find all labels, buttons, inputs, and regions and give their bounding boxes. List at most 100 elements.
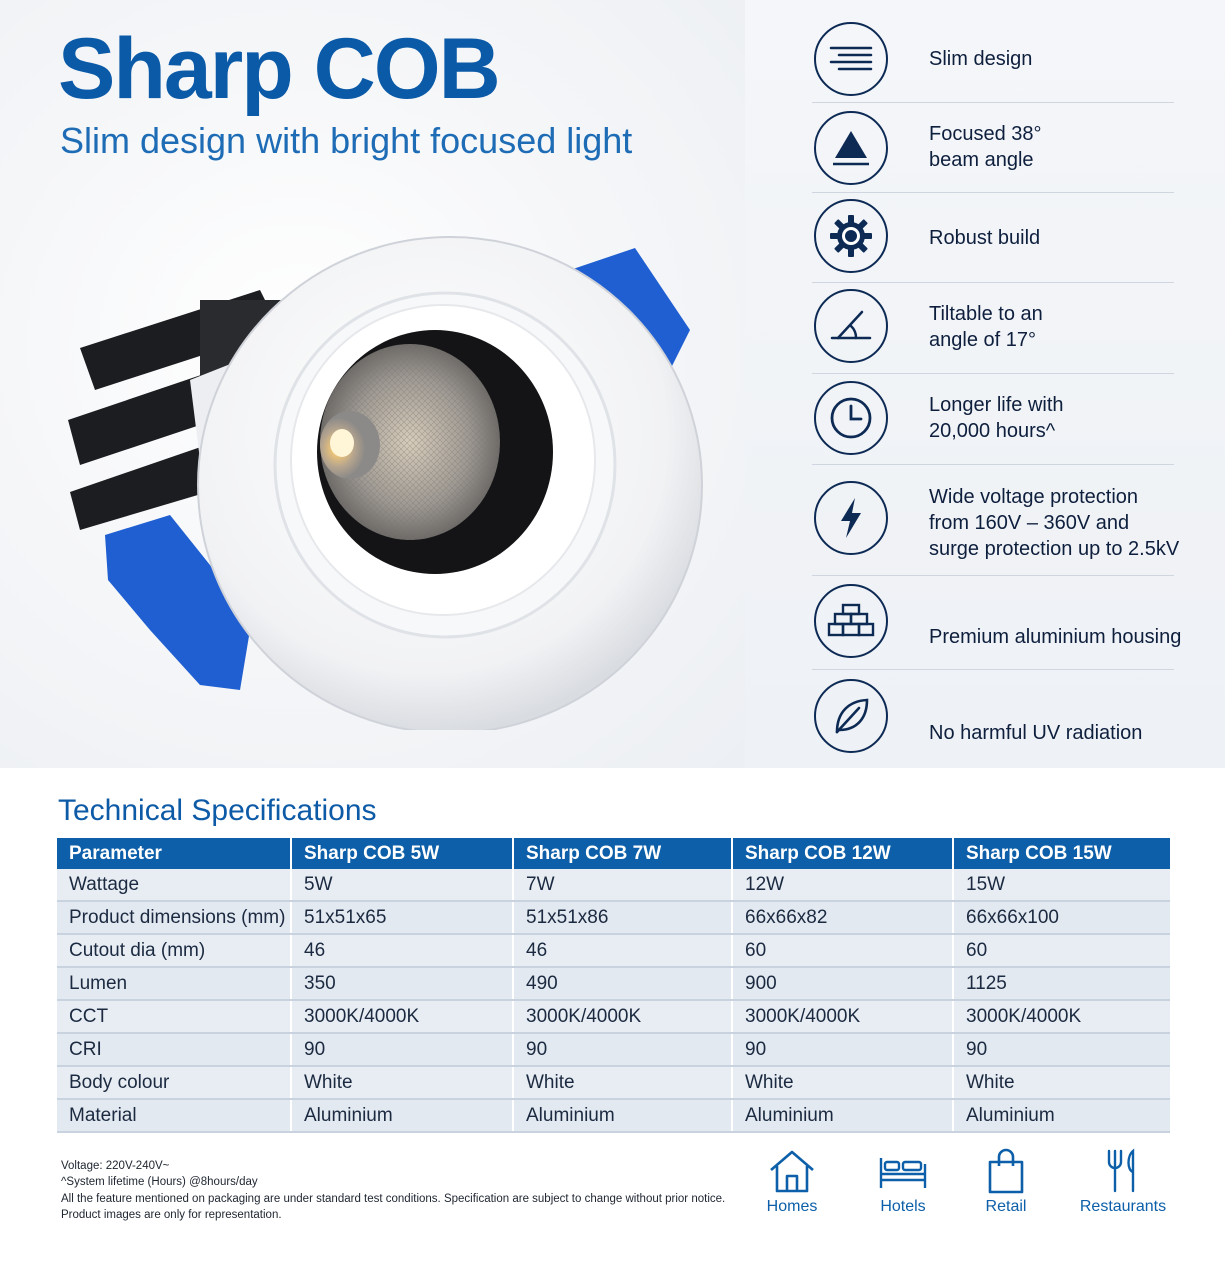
feature-divider (812, 192, 1174, 193)
table-cell: Lumen (57, 967, 292, 1001)
application-label: Hotels (880, 1198, 926, 1215)
bricks-icon (814, 584, 888, 658)
shopping-bag-icon (988, 1148, 1024, 1194)
footnote: ^System lifetime (Hours) @8hours/day (61, 1176, 258, 1189)
feature-label: Longer life with 20,000 hours^ (929, 394, 1064, 442)
table-cell: White (291, 1066, 514, 1100)
table-cell: 3000K/4000K (953, 1000, 1170, 1034)
page-subtitle: Slim design with bright focused light (60, 120, 633, 161)
table-cell: White (732, 1066, 954, 1100)
table-cell: 90 (732, 1033, 954, 1067)
table-cell: 7W (513, 869, 733, 902)
table-row: Product dimensions (mm) 51x51x65 51x51x86 6… (57, 901, 1170, 935)
table-cell: Product dimensions (mm) (57, 901, 292, 935)
home-icon (770, 1150, 814, 1193)
gear-icon (814, 199, 888, 273)
table-row: Lumen 350 490 900 1125 (57, 967, 1170, 1001)
table-cell: Aluminium (513, 1099, 733, 1133)
table-cell: CCT (57, 1000, 292, 1034)
table-cell: 90 (953, 1033, 1170, 1067)
downlight-product-image (68, 236, 703, 730)
footnote: Product images are only for representati… (61, 1208, 282, 1221)
footnotes: Voltage: 220V-240V~ ^System lifetime (Ho… (61, 1158, 725, 1223)
page-title: Sharp COB (58, 21, 501, 117)
spec-header-row: Parameter Sharp COB 5W Sharp COB 7W Shar… (57, 838, 1170, 869)
footnote: Voltage: 220V-240V~ (61, 1160, 170, 1172)
bed-icon (879, 1158, 927, 1188)
beam-triangle-icon (814, 111, 888, 185)
table-cell: CRI (57, 1033, 292, 1067)
table-cell: Material (57, 1099, 292, 1133)
table-cell: White (953, 1066, 1170, 1100)
footnote: All the feature mentioned on packaging a… (61, 1192, 726, 1205)
feature-divider (812, 282, 1174, 283)
table-row: Cutout dia (mm) 46 46 60 60 (57, 934, 1170, 968)
header-cell: Parameter (57, 838, 292, 869)
table-cell: 5W (291, 869, 514, 902)
table-cell: 3000K/4000K (732, 1000, 954, 1034)
clock-icon (814, 381, 888, 455)
table-cell: Aluminium (953, 1099, 1170, 1133)
application-label: Homes (766, 1198, 818, 1215)
leaf-icon (814, 679, 888, 753)
table-cell: 60 (732, 934, 954, 968)
angle-icon (814, 289, 888, 363)
table-cell: Wattage (57, 869, 292, 902)
table-cell: 15W (953, 869, 1170, 902)
table-cell: Aluminium (732, 1099, 954, 1133)
table-cell: 60 (953, 934, 1170, 968)
application-hotels: Hotels (853, 1148, 953, 1216)
features-backdrop (745, 0, 1225, 768)
feature-divider (812, 102, 1174, 103)
application-restaurants: Restaurants (1073, 1148, 1173, 1216)
table-cell: Aluminium (291, 1099, 514, 1133)
table-row: Body colour White White White White (57, 1066, 1170, 1100)
lightning-icon (814, 481, 888, 555)
table-cell: 1125 (953, 967, 1170, 1001)
feature-divider (812, 464, 1174, 465)
table-row: Material Aluminium Aluminium Aluminium Alumi… (57, 1099, 1170, 1133)
table-cell: 12W (732, 869, 954, 902)
table-cell: Body colour (57, 1066, 292, 1100)
table-cell: Cutout dia (mm) (57, 934, 292, 968)
table-cell: 51x51x86 (513, 901, 733, 935)
cutlery-icon (1107, 1148, 1135, 1193)
feature-divider (812, 669, 1174, 670)
table-cell: 490 (513, 967, 733, 1001)
table-cell: 90 (291, 1033, 514, 1067)
feature-divider (812, 373, 1174, 374)
application-label: Retail (985, 1198, 1027, 1215)
application-homes: Homes (742, 1148, 842, 1216)
table-cell: 900 (732, 967, 954, 1001)
header-cell: Sharp COB 5W (291, 838, 514, 869)
header-cell: Sharp COB 12W (732, 838, 954, 869)
table-cell: 51x51x65 (291, 901, 514, 935)
header-cell: Sharp COB 15W (953, 838, 1170, 869)
table-row: CRI 90 90 90 90 (57, 1033, 1170, 1067)
spec-heading: Technical Specifications (58, 794, 377, 827)
table-cell: 46 (513, 934, 733, 968)
feature-label: Tiltable to an angle of 17° (929, 303, 1043, 351)
application-retail: Retail (956, 1148, 1056, 1216)
slim-lines-icon (814, 22, 888, 96)
spec-table: Parameter Sharp COB 5W Sharp COB 7W Shar… (57, 838, 1170, 1133)
feature-label: Wide voltage protection from 160V – 360V… (929, 486, 1180, 560)
table-cell: 3000K/4000K (513, 1000, 733, 1034)
feature-divider (812, 575, 1174, 576)
feature-label: Slim design (929, 48, 1033, 70)
header-cell: Sharp COB 7W (513, 838, 733, 869)
table-row: Wattage 5W 7W 12W 15W (57, 869, 1170, 902)
table-row: CCT 3000K/4000K 3000K/4000K 3000K/4000K 3000… (57, 1000, 1170, 1034)
table-cell: 3000K/4000K (291, 1000, 514, 1034)
feature-label: No harmful UV radiation (929, 722, 1143, 744)
feature-label: Premium aluminium housing (929, 626, 1182, 648)
table-cell: 90 (513, 1033, 733, 1067)
application-label: Restaurants (1079, 1198, 1167, 1215)
table-cell: 350 (291, 967, 514, 1001)
table-cell: 66x66x82 (732, 901, 954, 935)
feature-label: Focused 38° beam angle (929, 123, 1042, 171)
feature-label: Robust build (929, 227, 1041, 249)
table-cell: 66x66x100 (953, 901, 1170, 935)
table-cell: 46 (291, 934, 514, 968)
application-list: Homes Hotels Retail Restaurants (740, 1148, 1190, 1228)
